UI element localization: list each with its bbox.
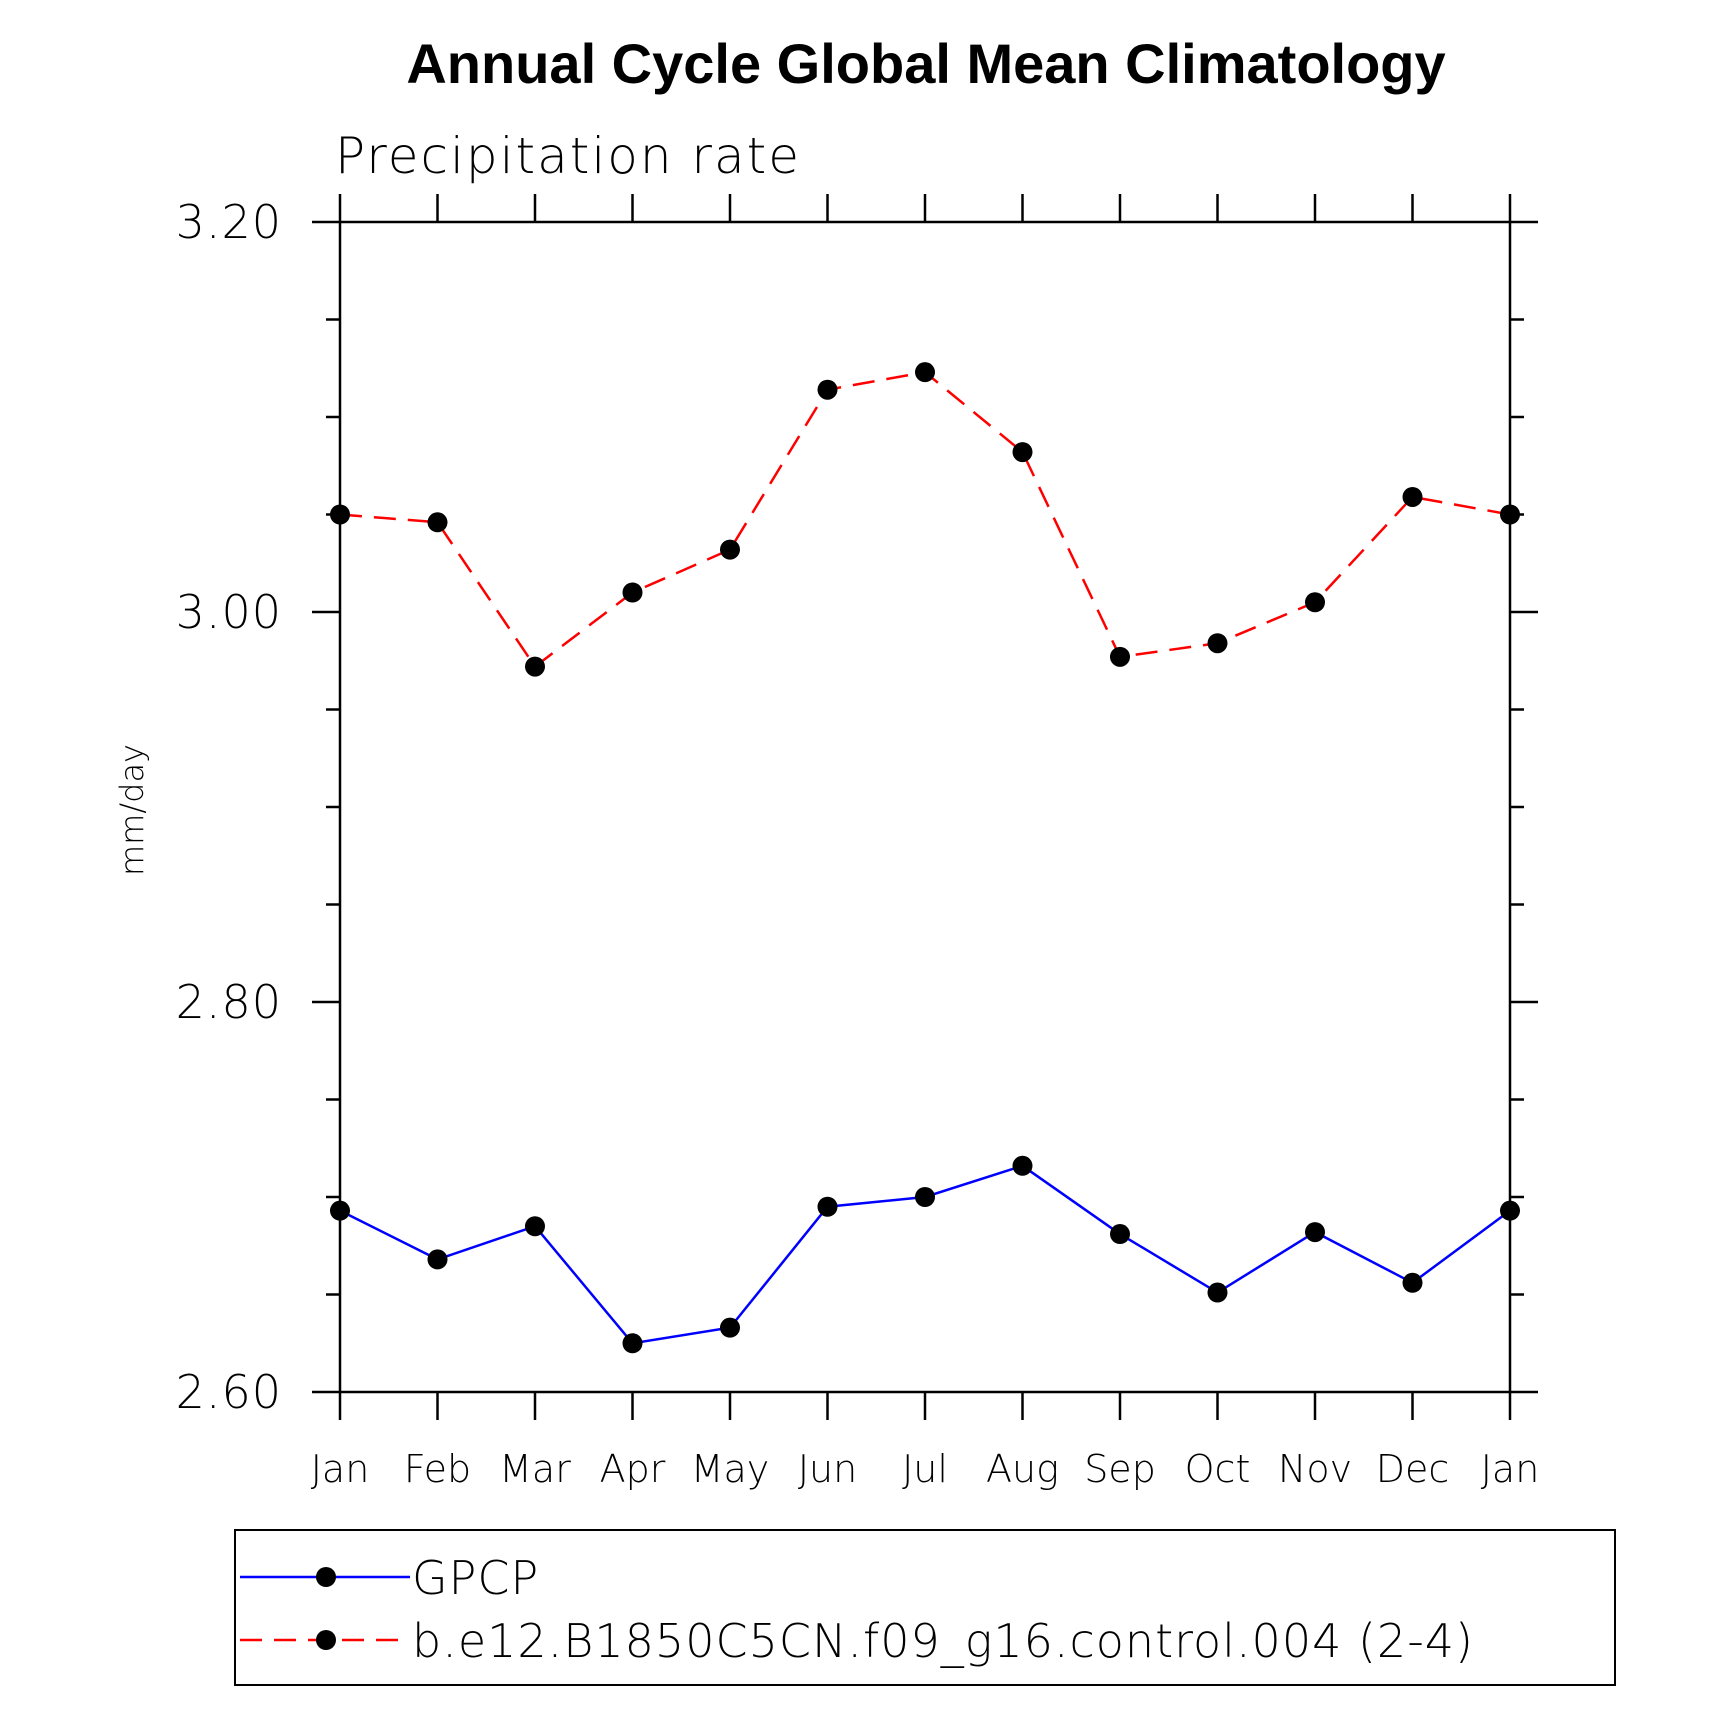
x-tick-label: May — [691, 1447, 770, 1491]
data-point — [330, 1200, 350, 1221]
series-layer — [330, 362, 1520, 1354]
x-tick-label: Mar — [499, 1447, 571, 1491]
x-tick-label: Oct — [1185, 1447, 1251, 1491]
legend-label: b.e12.B1850C5CN.f09_g16.control.004 (2-4… — [412, 1614, 1474, 1668]
data-point — [817, 379, 838, 400]
data-point — [1110, 1224, 1130, 1245]
x-tick-label: Feb — [404, 1447, 471, 1491]
x-tick-label: Aug — [986, 1447, 1059, 1491]
y-axis-label: mm/day — [113, 744, 151, 876]
data-point — [720, 539, 740, 560]
legend: GPCP b.e12.B1850C5CN.f09_g16.control.004 … — [234, 1529, 1616, 1686]
y-tick-labels: 2.60 2.80 3.00 3.20 — [176, 195, 282, 1419]
x-tick-label: Sep — [1084, 1447, 1156, 1491]
data-point — [1402, 1272, 1423, 1293]
x-tick-label: Jan — [311, 1447, 370, 1491]
data-point — [1305, 1222, 1325, 1243]
data-point — [525, 656, 545, 677]
data-point — [915, 1187, 935, 1207]
data-point — [1012, 1155, 1033, 1176]
data-point — [915, 362, 935, 383]
x-tick-label: Jan — [1481, 1447, 1540, 1491]
series-1 — [330, 1155, 1520, 1354]
legend-label: GPCP — [412, 1551, 539, 1605]
chart-subtitle: Precipitation rate — [335, 127, 801, 185]
x-tick-label: Nov — [1278, 1447, 1352, 1491]
x-tick-label: Dec — [1376, 1447, 1450, 1491]
x-tick-labels: Jan Feb Mar Apr May Jun Jul Aug Sep Oct Nov Dec Jan — [311, 1447, 1540, 1491]
data-point — [1500, 504, 1520, 525]
axis-ticks — [312, 194, 1538, 1420]
data-point — [525, 1216, 545, 1237]
data-point — [720, 1317, 740, 1338]
plot-frame — [338, 220, 1512, 1394]
y-tick-label: 3.00 — [176, 585, 282, 639]
data-point — [330, 504, 350, 525]
legend-frame — [234, 1529, 1616, 1686]
y-tick-label: 2.80 — [176, 975, 282, 1029]
data-point — [1500, 1200, 1520, 1221]
data-point — [1207, 1282, 1228, 1303]
data-point — [817, 1196, 838, 1217]
x-tick-label: Jul — [902, 1447, 948, 1491]
chart-title: Annual Cycle Global Mean Climatology — [406, 32, 1445, 95]
data-point — [427, 1249, 448, 1270]
legend-marker — [316, 1567, 336, 1587]
data-point — [1402, 486, 1423, 507]
data-point — [1207, 633, 1228, 654]
data-point — [427, 512, 448, 533]
series-line — [339, 370, 1511, 669]
data-point — [622, 1333, 643, 1354]
x-tick-label: Jun — [798, 1447, 857, 1491]
y-tick-label: 3.20 — [176, 195, 282, 249]
data-point — [1305, 592, 1325, 613]
data-point — [622, 582, 643, 603]
y-tick-label: 2.60 — [176, 1365, 282, 1419]
data-point — [1110, 646, 1130, 667]
x-tick-label: Apr — [600, 1447, 666, 1491]
data-point — [1012, 442, 1033, 463]
legend-marker — [316, 1630, 336, 1650]
series-2 — [330, 362, 1520, 677]
